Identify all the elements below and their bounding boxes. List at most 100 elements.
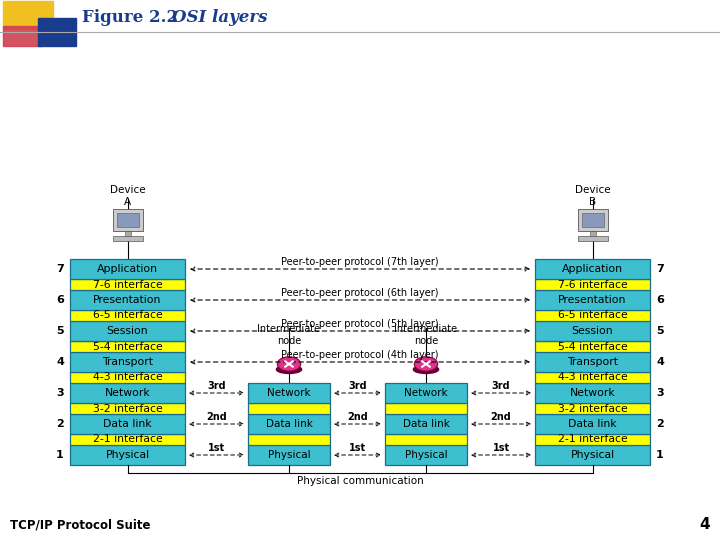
Text: OSI layers: OSI layers	[172, 10, 268, 26]
Bar	[125, 231, 130, 236]
Text: 6: 6	[56, 295, 64, 305]
Text: 7: 7	[656, 264, 664, 274]
Text: Transport: Transport	[567, 357, 618, 367]
FancyBboxPatch shape	[535, 383, 650, 403]
FancyBboxPatch shape	[535, 341, 650, 352]
Bar	[112, 236, 143, 241]
Bar	[38, 18, 76, 46]
FancyBboxPatch shape	[248, 383, 330, 403]
Text: 1st: 1st	[492, 443, 510, 453]
Text: Application: Application	[562, 264, 623, 274]
FancyBboxPatch shape	[535, 290, 650, 310]
FancyBboxPatch shape	[385, 383, 467, 403]
Text: 4-3 interface: 4-3 interface	[93, 373, 163, 382]
Text: 5: 5	[656, 326, 664, 336]
Text: 6-5 interface: 6-5 interface	[557, 310, 627, 321]
FancyBboxPatch shape	[535, 310, 650, 321]
FancyBboxPatch shape	[535, 321, 650, 341]
FancyBboxPatch shape	[70, 434, 185, 445]
FancyBboxPatch shape	[70, 445, 185, 465]
Text: Physical communication: Physical communication	[297, 476, 423, 486]
Text: Peer-to-peer protocol (4th layer): Peer-to-peer protocol (4th layer)	[282, 350, 438, 360]
Ellipse shape	[277, 357, 301, 371]
Ellipse shape	[276, 366, 302, 374]
Text: Data link: Data link	[103, 419, 152, 429]
Text: Device
A: Device A	[109, 185, 145, 207]
FancyBboxPatch shape	[248, 414, 330, 434]
Text: 1st: 1st	[349, 443, 366, 453]
Text: 4: 4	[56, 357, 64, 367]
Bar	[582, 213, 603, 227]
FancyBboxPatch shape	[385, 403, 467, 414]
FancyBboxPatch shape	[70, 259, 185, 279]
Text: 4: 4	[656, 357, 664, 367]
FancyBboxPatch shape	[535, 434, 650, 445]
Text: 2: 2	[656, 419, 664, 429]
Text: Network: Network	[267, 388, 311, 398]
Text: Data link: Data link	[568, 419, 617, 429]
Text: 3rd: 3rd	[348, 381, 366, 391]
Text: Intermediate
node: Intermediate node	[258, 325, 320, 346]
FancyBboxPatch shape	[535, 352, 650, 372]
Text: 7-6 interface: 7-6 interface	[93, 280, 163, 289]
Text: 6-5 interface: 6-5 interface	[93, 310, 163, 321]
Text: Presentation: Presentation	[94, 295, 162, 305]
FancyBboxPatch shape	[70, 310, 185, 321]
Text: Data link: Data link	[402, 419, 449, 429]
Text: Intermediate
node: Intermediate node	[395, 325, 458, 346]
Bar	[3, 1, 53, 29]
Text: 4: 4	[699, 517, 710, 532]
Text: Network: Network	[570, 388, 616, 398]
Text: 1: 1	[656, 450, 664, 460]
Text: 2-1 interface: 2-1 interface	[93, 435, 163, 444]
Text: Session: Session	[107, 326, 148, 336]
Text: 3-2 interface: 3-2 interface	[557, 403, 627, 414]
Text: Figure 2.2: Figure 2.2	[82, 10, 178, 26]
Text: 3: 3	[656, 388, 664, 398]
Text: 5: 5	[56, 326, 64, 336]
Text: 5-4 interface: 5-4 interface	[557, 341, 627, 352]
Text: Physical: Physical	[105, 450, 150, 460]
Text: 6: 6	[656, 295, 664, 305]
FancyBboxPatch shape	[385, 445, 467, 465]
FancyBboxPatch shape	[248, 434, 330, 445]
FancyBboxPatch shape	[70, 290, 185, 310]
Text: 3: 3	[56, 388, 64, 398]
FancyBboxPatch shape	[70, 383, 185, 403]
Text: 3rd: 3rd	[492, 381, 510, 391]
Text: Transport: Transport	[102, 357, 153, 367]
Text: 1: 1	[56, 450, 64, 460]
FancyBboxPatch shape	[535, 372, 650, 383]
Text: 1st: 1st	[208, 443, 225, 453]
Bar	[577, 209, 608, 231]
Text: 3rd: 3rd	[207, 381, 226, 391]
Bar	[590, 231, 595, 236]
Text: TCP/IP Protocol Suite: TCP/IP Protocol Suite	[10, 519, 150, 532]
Text: Device
B: Device B	[575, 185, 611, 207]
Bar	[112, 209, 143, 231]
Text: Peer-to-peer protocol (5th layer): Peer-to-peer protocol (5th layer)	[282, 319, 438, 329]
FancyBboxPatch shape	[535, 279, 650, 290]
Text: Session: Session	[572, 326, 613, 336]
Text: 3-2 interface: 3-2 interface	[93, 403, 163, 414]
Text: 5-4 interface: 5-4 interface	[93, 341, 163, 352]
Bar	[3, 26, 41, 46]
Text: 2nd: 2nd	[347, 412, 368, 422]
Text: Presentation: Presentation	[558, 295, 626, 305]
Text: Application: Application	[97, 264, 158, 274]
FancyBboxPatch shape	[70, 372, 185, 383]
Text: Peer-to-peer protocol (7th layer): Peer-to-peer protocol (7th layer)	[282, 257, 438, 267]
FancyBboxPatch shape	[70, 403, 185, 414]
FancyBboxPatch shape	[535, 403, 650, 414]
Text: 2nd: 2nd	[206, 412, 227, 422]
Ellipse shape	[413, 366, 438, 374]
Text: 7: 7	[56, 264, 64, 274]
FancyBboxPatch shape	[535, 414, 650, 434]
Bar	[577, 236, 608, 241]
Bar	[117, 213, 138, 227]
Text: Network: Network	[104, 388, 150, 398]
FancyBboxPatch shape	[70, 414, 185, 434]
Ellipse shape	[414, 357, 438, 371]
FancyBboxPatch shape	[385, 414, 467, 434]
Text: 2nd: 2nd	[490, 412, 511, 422]
